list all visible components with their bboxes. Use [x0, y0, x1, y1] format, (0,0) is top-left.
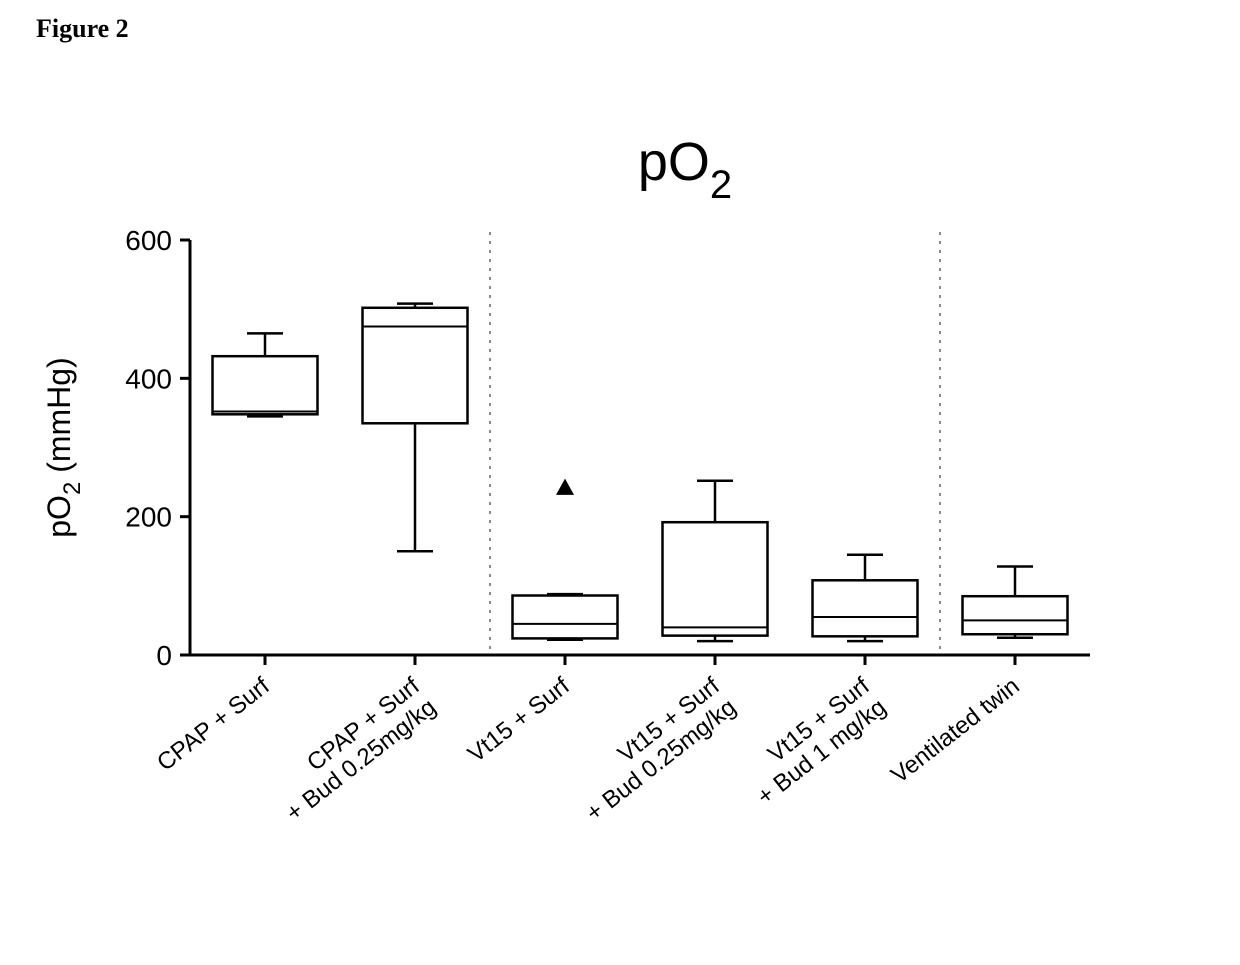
box	[663, 522, 768, 635]
x-tick-label-group: Vt15 + Surf+ Bud 0.25mg/kg	[565, 672, 742, 827]
chart-svg: pO2 0 200 400 600 pO2 (mmHg) CPAP + SurfCPAP +…	[0, 0, 1240, 960]
box	[213, 356, 318, 414]
x-tick-label: CPAP + Surf	[152, 672, 275, 776]
x-tick-label: Ventilated twin	[886, 672, 1025, 789]
x-tick-label: Vt15 + Surf	[463, 672, 575, 768]
x-tick-label-group: Ventilated twin	[886, 672, 1025, 789]
box	[363, 308, 468, 424]
boxplot-chart: pO2 0 200 400 600 pO2 (mmHg) CPAP + SurfCPAP +…	[0, 0, 1240, 965]
x-tick-label-group: Vt15 + Surf	[463, 672, 575, 768]
y-axis-label: pO2 (mmHg)	[41, 357, 86, 537]
y-tick-label: 200	[125, 502, 172, 533]
y-tick-label: 400	[125, 363, 172, 394]
y-tick-label: 0	[156, 640, 172, 671]
x-tick-label-group: Vt15 + Surf+ Bud 1 mg/kg	[736, 672, 892, 810]
x-tick-label-group: CPAP + Surf	[152, 672, 275, 776]
box	[813, 580, 918, 636]
chart-title: pO2	[638, 132, 732, 207]
outlier-marker	[556, 479, 574, 495]
box	[513, 596, 618, 639]
y-tick-label: 600	[125, 225, 172, 256]
x-tick-label-group: CPAP + Surf+ Bud 0.25mg/kg	[265, 672, 442, 827]
box	[963, 596, 1068, 634]
